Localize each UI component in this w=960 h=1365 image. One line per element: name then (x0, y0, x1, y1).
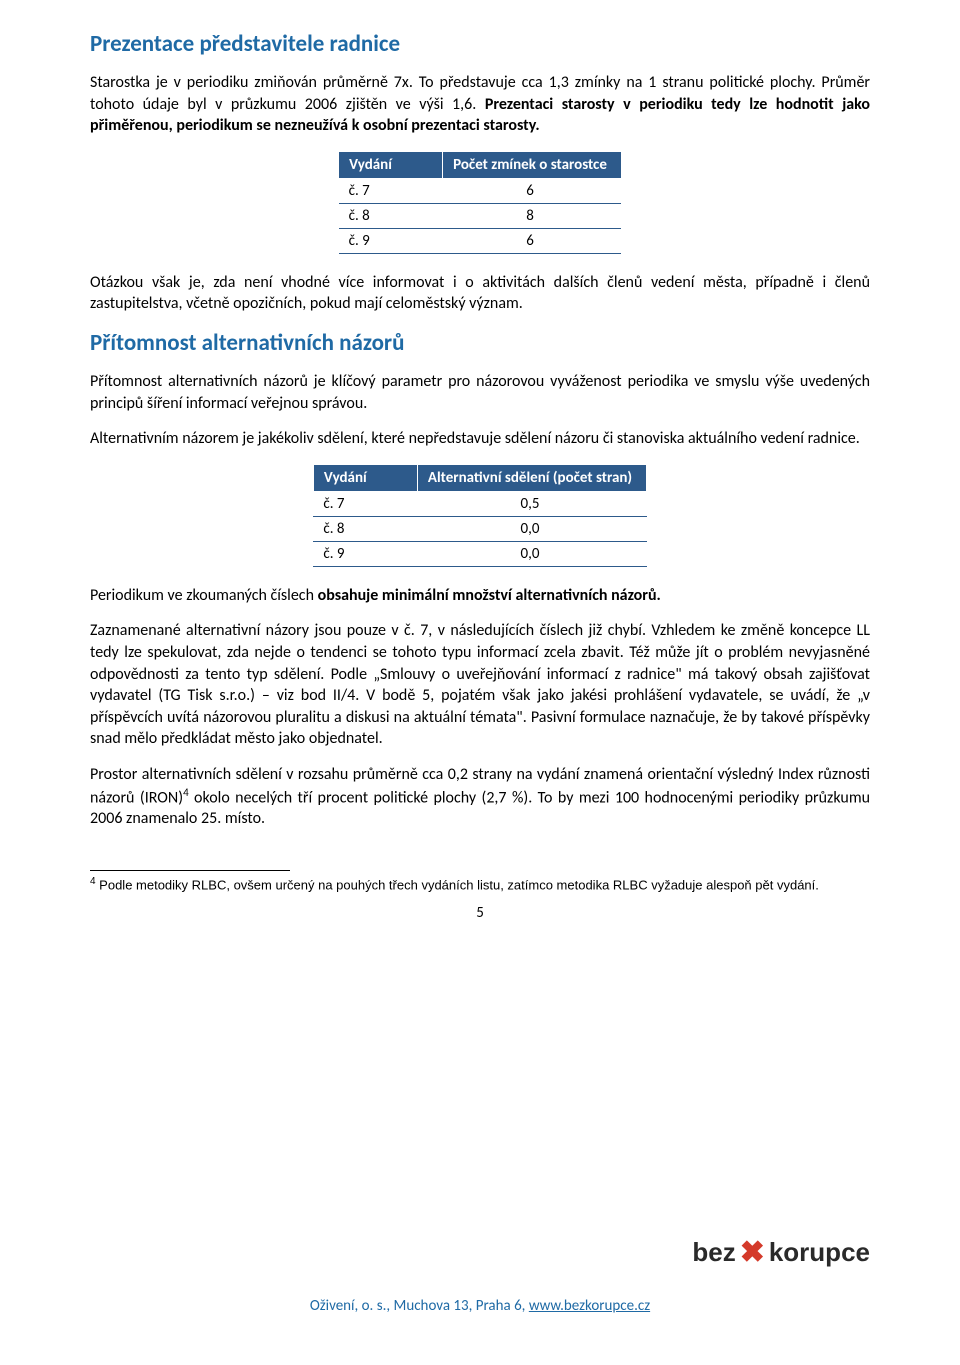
table-row: č. 7 6 (339, 178, 622, 203)
paragraph: Alternativním názorem je jakékoliv sděle… (90, 428, 870, 450)
section-heading-alternativni: Přítomnost alternativních názorů (90, 329, 870, 357)
cell: 6 (443, 228, 622, 253)
cell: 6 (443, 178, 622, 203)
text-bold: obsahuje minimální množství alternativní… (318, 586, 661, 605)
text: Periodikum ve zkoumaných číslech (90, 586, 318, 605)
logo-text-post: korupce (769, 1237, 870, 1268)
table-header: Vydání (339, 151, 443, 178)
paragraph: Přítomnost alternativních názorů je klíč… (90, 371, 870, 414)
paragraph: Prostor alternativních sdělení v rozsahu… (90, 764, 870, 830)
cell: č. 8 (313, 516, 417, 541)
footer-org-line: Oživení, o. s., Muchova 13, Praha 6, www… (0, 1297, 960, 1315)
table-row: č. 9 6 (339, 228, 622, 253)
table-header: Počet zmínek o starostce (443, 151, 622, 178)
table-alternativni: Vydání Alternativní sdělení (počet stran… (313, 464, 647, 567)
paragraph: Otázkou však je, zda není vhodné více in… (90, 272, 870, 315)
cell: č. 8 (339, 203, 443, 228)
table-zmínky: Vydání Počet zmínek o starostce č. 7 6 č… (338, 151, 622, 254)
cell: č. 7 (313, 491, 417, 516)
paragraph: Starostka je v periodiku zmiňován průměr… (90, 72, 870, 137)
cell: č. 7 (339, 178, 443, 203)
table-row: č. 7 0,5 (313, 491, 646, 516)
logo-bezkorupce: bez ✖ korupce (692, 1235, 870, 1270)
page-number: 5 (90, 904, 870, 922)
section-heading-prezentace: Prezentace představitele radnice (90, 30, 870, 58)
footnote: 4 Podle metodiky RLBC, ovšem určený na p… (90, 875, 870, 894)
cell: 0,0 (417, 541, 646, 566)
footnote-text: Podle metodiky RLBC, ovšem určený na pou… (96, 877, 819, 892)
footer-text: Oživení, o. s., Muchova 13, Praha 6, (310, 1297, 529, 1315)
table-header: Vydání (313, 464, 417, 491)
logo-x-icon: ✖ (740, 1235, 765, 1270)
footer-link[interactable]: www.bezkorupce.cz (529, 1297, 650, 1315)
cell: 0,5 (417, 491, 646, 516)
cell: 0,0 (417, 516, 646, 541)
table-row: č. 8 0,0 (313, 516, 646, 541)
paragraph: Periodikum ve zkoumaných číslech obsahuj… (90, 585, 870, 607)
cell: 8 (443, 203, 622, 228)
text: okolo necelých tří procent politické plo… (90, 788, 870, 829)
logo-text-pre: bez (692, 1237, 735, 1268)
cell: č. 9 (339, 228, 443, 253)
cell: č. 9 (313, 541, 417, 566)
paragraph: Zaznamenané alternativní názory jsou pou… (90, 620, 870, 750)
table-row: č. 8 8 (339, 203, 622, 228)
table-row: č. 9 0,0 (313, 541, 646, 566)
table-header: Alternativní sdělení (počet stran) (417, 464, 646, 491)
footnote-separator (90, 870, 290, 871)
